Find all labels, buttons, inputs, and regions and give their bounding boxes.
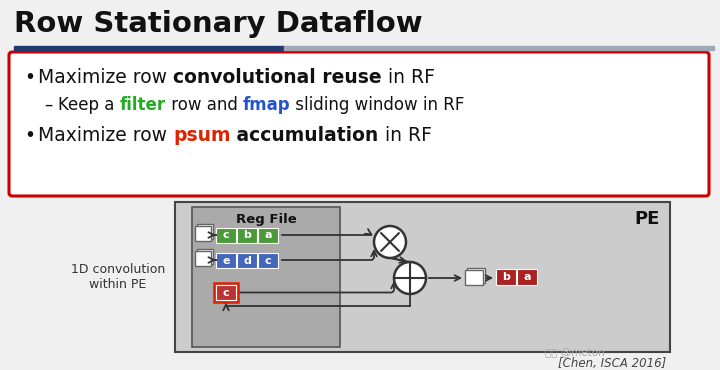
Text: b: b [243, 231, 251, 240]
Bar [197, 249, 213, 264]
Text: c: c [222, 231, 229, 240]
FancyBboxPatch shape [9, 52, 709, 196]
Text: row and: row and [166, 96, 243, 114]
Bar [192, 207, 340, 347]
Circle shape [394, 262, 426, 294]
Text: fmap: fmap [243, 96, 290, 114]
Text: b: b [502, 272, 510, 282]
Bar [216, 228, 236, 243]
Bar [175, 202, 670, 352]
Text: accumulation: accumulation [230, 126, 379, 145]
Bar [216, 285, 236, 300]
Bar [465, 270, 483, 285]
Text: Maximize row: Maximize row [38, 68, 173, 87]
Bar [284, 46, 714, 50]
Bar [195, 226, 211, 241]
Text: 1D convolution
within PE: 1D convolution within PE [71, 263, 165, 291]
Bar [216, 253, 236, 268]
Bar [237, 253, 257, 268]
Bar [496, 269, 516, 285]
Text: e: e [222, 256, 230, 266]
Text: Maximize row: Maximize row [38, 126, 173, 145]
Text: a: a [523, 272, 531, 282]
Text: Reg File: Reg File [235, 213, 297, 226]
Text: c: c [222, 287, 229, 297]
Text: •: • [24, 68, 35, 87]
Text: 知乎 @meton: 知乎 @meton [545, 348, 605, 358]
Bar [237, 228, 257, 243]
Text: –: – [44, 96, 53, 114]
Text: •: • [24, 126, 35, 145]
Text: in RF: in RF [379, 126, 432, 145]
Bar [258, 228, 278, 243]
Bar [467, 268, 485, 283]
Text: PE: PE [634, 210, 660, 228]
Text: sliding window in RF: sliding window in RF [290, 96, 465, 114]
Text: in RF: in RF [382, 68, 435, 87]
Bar [517, 269, 537, 285]
Circle shape [374, 226, 406, 258]
Text: filter: filter [120, 96, 166, 114]
Bar [214, 283, 238, 302]
Text: [Chen, ISCA 2016]: [Chen, ISCA 2016] [558, 357, 666, 370]
Bar [258, 253, 278, 268]
Bar [195, 251, 211, 266]
Text: psum: psum [173, 126, 230, 145]
Text: Keep a: Keep a [58, 96, 120, 114]
Text: c: c [265, 256, 271, 266]
Bar [14, 46, 284, 50]
Text: Row Stationary Dataflow: Row Stationary Dataflow [14, 10, 423, 38]
Bar [197, 224, 213, 239]
Text: d: d [243, 256, 251, 266]
Text: a: a [264, 231, 271, 240]
Text: convolutional reuse: convolutional reuse [173, 68, 382, 87]
